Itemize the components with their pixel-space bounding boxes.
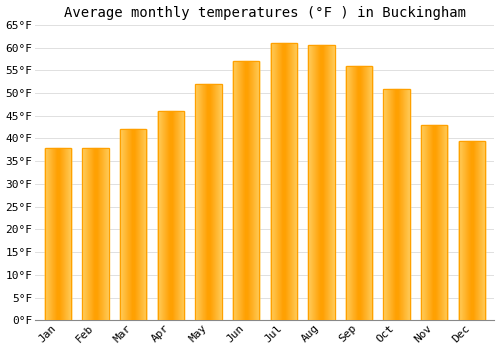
Bar	[421, 125, 448, 320]
Bar	[82, 148, 108, 320]
Title: Average monthly temperatures (°F ) in Buckingham: Average monthly temperatures (°F ) in Bu…	[64, 6, 466, 20]
Bar	[384, 89, 410, 320]
Bar	[346, 66, 372, 320]
Bar	[308, 46, 334, 320]
Bar	[233, 61, 259, 320]
Bar	[270, 43, 297, 320]
Bar	[158, 111, 184, 320]
Bar	[120, 130, 146, 320]
Bar	[44, 148, 71, 320]
Bar	[458, 141, 485, 320]
Bar	[196, 84, 222, 320]
